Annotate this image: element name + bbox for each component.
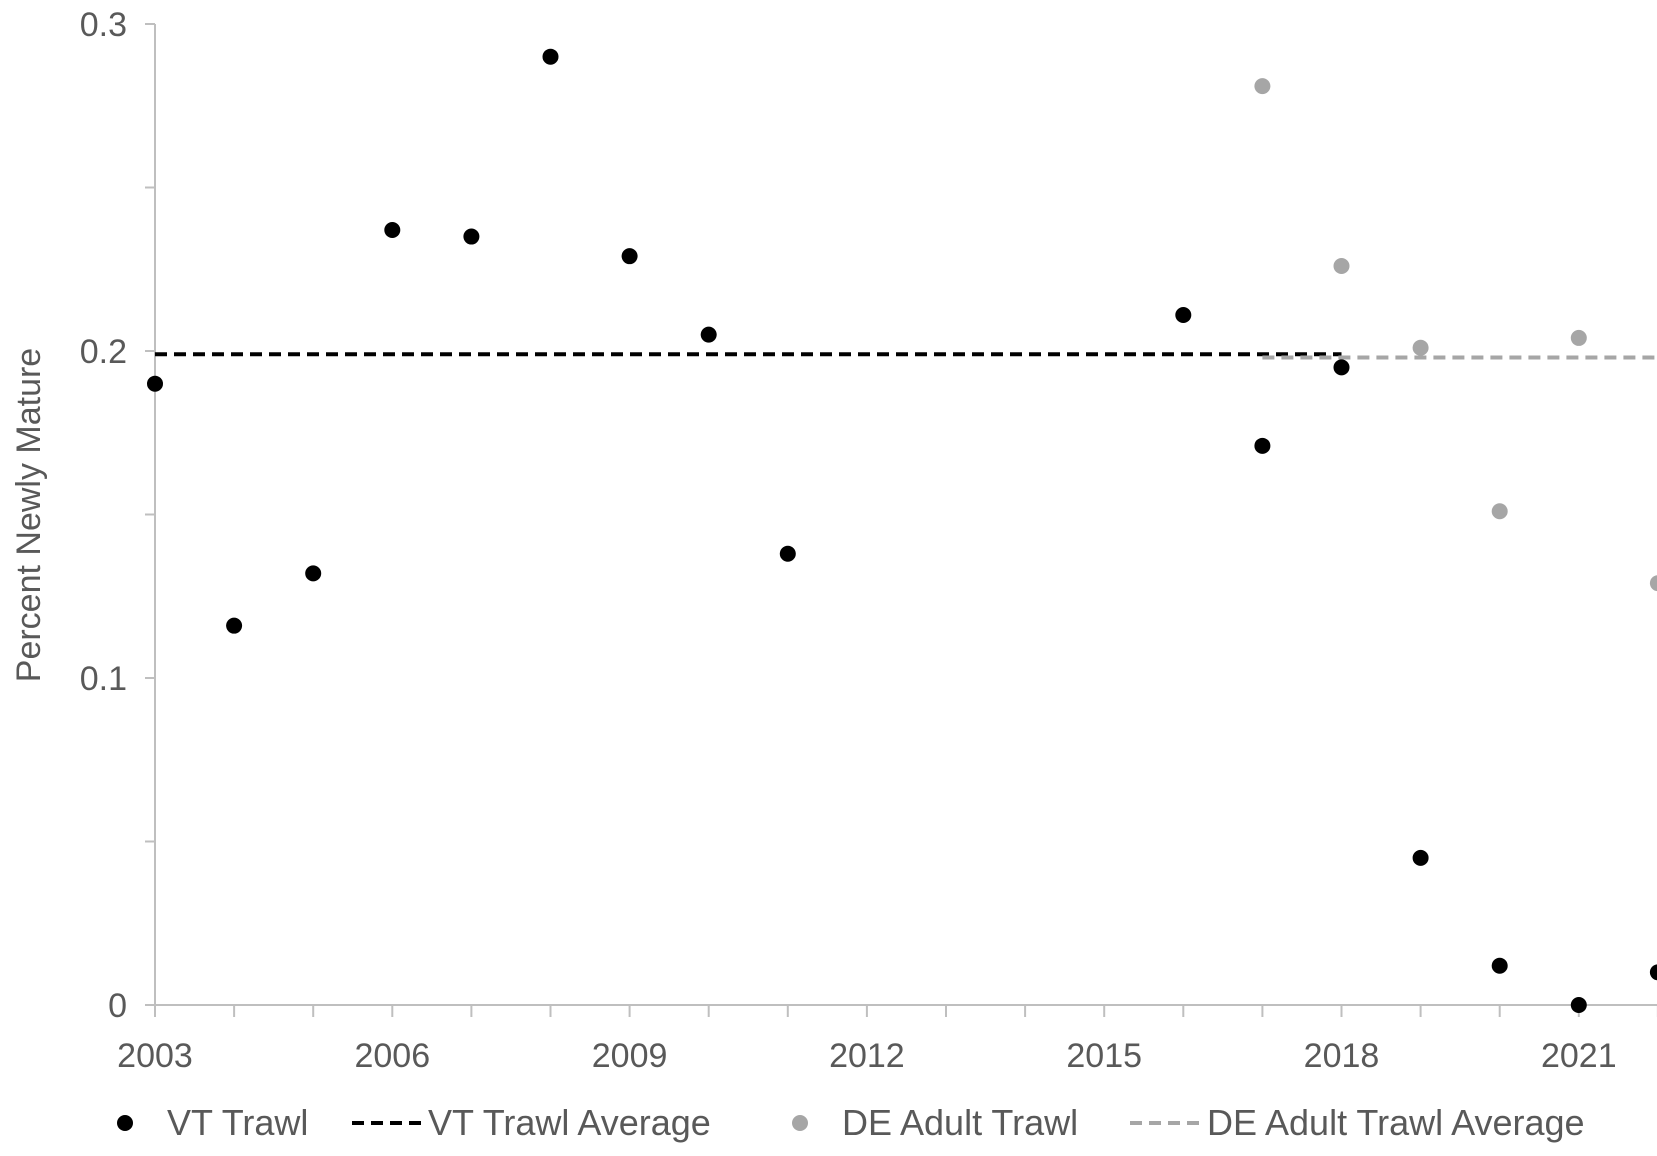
y-axis-title: Percent Newly Mature (10, 348, 48, 682)
data-point (463, 228, 480, 245)
average-lines (155, 352, 1657, 360)
legend-label: VT Trawl Average (428, 1102, 711, 1143)
x-tick-label: 2021 (1541, 1037, 1617, 1075)
data-point (1649, 575, 1657, 592)
data-point (147, 375, 163, 392)
data-point (1570, 329, 1587, 346)
axes: 0 0.1 0.2 0.3 2003 2006 2009 2012 2015 2018 2021 (80, 6, 1657, 1075)
data-point (779, 545, 796, 562)
data-point (1491, 503, 1508, 520)
data-point (1649, 964, 1657, 981)
data-point (1412, 339, 1429, 356)
legend-item: DE Adult Trawl Average (1130, 1102, 1585, 1143)
legend: VT Trawl VT Trawl Average DE Adult Trawl DE… (117, 1102, 1585, 1143)
data-points (147, 48, 1657, 1013)
y-tick-label: 0.1 (80, 660, 127, 698)
x-tick-label: 2006 (354, 1037, 430, 1075)
legend-label: DE Adult Trawl (842, 1102, 1078, 1143)
x-tick-label: 2015 (1066, 1037, 1142, 1075)
data-point (1570, 997, 1587, 1013)
data-point (1333, 359, 1350, 376)
data-point (226, 617, 243, 634)
data-point (1254, 78, 1271, 95)
y-tick-label: 0.2 (80, 333, 127, 371)
data-point (305, 565, 322, 582)
series-points (1254, 78, 1657, 592)
data-point (1333, 257, 1350, 274)
x-tick-label: 2009 (592, 1037, 668, 1075)
data-point (1491, 957, 1508, 974)
legend-label: DE Adult Trawl Average (1207, 1102, 1585, 1143)
data-point (1412, 849, 1429, 866)
legend-marker (117, 1115, 133, 1131)
legend-item: DE Adult Trawl (792, 1102, 1078, 1143)
data-point (1254, 437, 1271, 454)
legend-marker (792, 1115, 808, 1131)
y-tick-label: 0.3 (80, 6, 127, 44)
data-point (542, 48, 559, 65)
data-point (384, 222, 401, 239)
data-point (621, 248, 638, 265)
y-tick-label: 0 (108, 987, 127, 1025)
legend-item: VT Trawl (117, 1102, 308, 1143)
data-point (700, 326, 717, 343)
legend-label: VT Trawl (167, 1102, 308, 1143)
series-points (147, 48, 1657, 1013)
x-tick-label: 2018 (1304, 1037, 1380, 1075)
data-point (1175, 307, 1192, 324)
legend-item: VT Trawl Average (352, 1102, 711, 1143)
x-tick-label: 2003 (117, 1037, 193, 1075)
x-tick-label: 2012 (829, 1037, 905, 1075)
